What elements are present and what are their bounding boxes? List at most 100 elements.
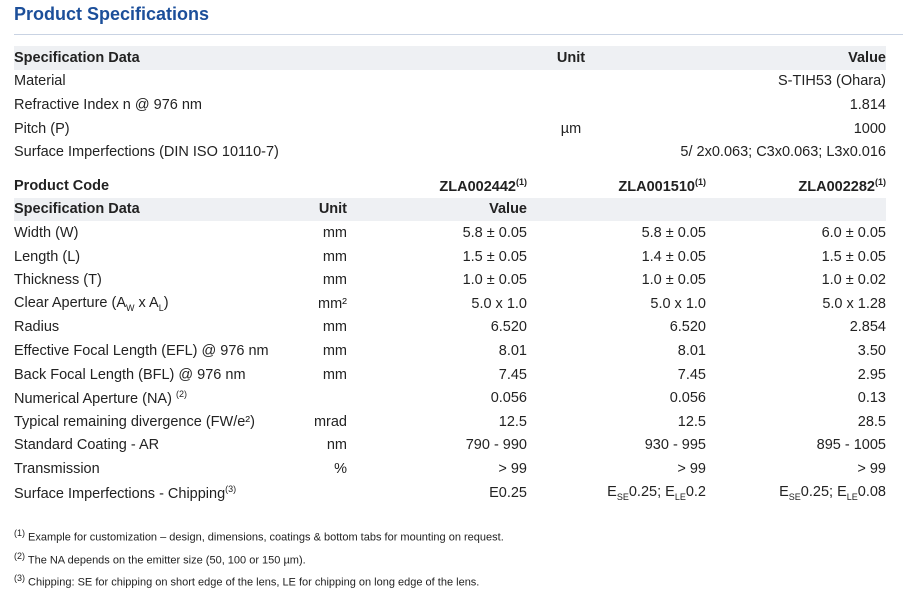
table-cell: Length (L): [14, 248, 81, 265]
table-row: Standard Coating - AR nm 790 - 990 930 - 99…: [14, 434, 886, 458]
table-cell: [706, 197, 886, 222]
table-row: Thickness (T) mm 1.0 ± 0.05 1.0 ± 0.05 1.0 ±…: [14, 268, 886, 292]
table-cell: Typical remaining divergence (FW/e²): [14, 413, 255, 430]
text-segment: Example for customization – design, dime…: [25, 531, 504, 544]
table-row: Radius mm 6.520 6.520 2.854: [14, 316, 886, 340]
superscript: (1): [875, 176, 886, 187]
table-cell: 1.814: [849, 96, 886, 113]
subscript: LE: [846, 491, 858, 502]
table-cell: Value: [347, 197, 527, 222]
table-cell: Width (W): [14, 224, 79, 241]
table-row: Refractive Index n @ 976 nm 1.814: [14, 93, 886, 117]
title-rule: [14, 34, 903, 35]
subscript: LE: [674, 491, 686, 502]
subscript: W: [126, 302, 135, 313]
spec-table: Specification Data Unit Value Material S-TIH…: [14, 46, 886, 164]
table-cell: 6.520: [490, 319, 527, 336]
text-segment: 0.25; E: [628, 483, 675, 500]
table-cell: mm: [322, 319, 347, 336]
text-segment: Surface Imperfections - Chipping: [14, 485, 226, 502]
table-row: Material S-TIH53 (Ohara): [14, 70, 886, 94]
table-row: Product Code ZLA002442(1) ZLA001510(1) ZLA0…: [14, 174, 886, 198]
table-cell: Pitch (P): [14, 120, 70, 137]
text-segment: Numerical Aperture (NA): [14, 391, 176, 408]
table-cell: ESE0.25; ELE0.08: [706, 481, 886, 505]
text-segment: ZLA002442: [439, 178, 516, 195]
table-cell: 1.0 ± 0.05: [641, 272, 706, 289]
text-segment: 0.25; E: [800, 483, 847, 500]
table-cell: mm: [322, 366, 347, 383]
table-cell: ESE0.25; ELE0.2: [527, 481, 706, 505]
table-cell: Unit: [484, 46, 658, 70]
table-cell: Clear Aperture (AW x AL): [14, 292, 294, 316]
table-cell: 2.95: [857, 366, 886, 383]
table-cell: 7.45: [677, 366, 706, 383]
table-row: Length (L) mm 1.5 ± 0.05 1.4 ± 0.05 1.5 ± 0.…: [14, 245, 886, 269]
table-cell: [484, 70, 658, 94]
footnotes: (1) Example for customization – design, …: [14, 524, 504, 592]
table-cell: 1.0 ± 0.02: [821, 272, 886, 289]
table-cell: Value: [658, 46, 886, 70]
text-segment: 0.08: [857, 483, 886, 500]
table-cell: > 99: [857, 460, 886, 477]
footnote: (2) The NA depends on the emitter size (…: [14, 547, 504, 570]
table-cell: Radius: [14, 319, 60, 336]
table-cell: 0.13: [857, 390, 886, 407]
table-cell: Product Code: [14, 177, 110, 194]
table-cell: ZLA002282(1): [706, 174, 886, 198]
table-cell: [484, 93, 658, 117]
table-cell: 3.50: [857, 342, 886, 359]
page-title: Product Specifications: [14, 4, 210, 24]
footnote: (3) Chipping: SE for chipping on short e…: [14, 569, 504, 592]
subscript: SE: [616, 491, 629, 502]
table-cell: 1000: [853, 120, 886, 137]
table-cell: 7.45: [498, 366, 527, 383]
table-cell: 5.8 ± 0.05: [462, 224, 527, 241]
superscript: (2): [14, 550, 25, 561]
table-cell: 1.4 ± 0.05: [641, 248, 706, 265]
table-cell: 0.056: [490, 390, 527, 407]
superscript: (1): [516, 176, 527, 187]
table-row: Specification Data Unit Value: [14, 197, 886, 222]
table-cell: [527, 197, 706, 222]
table-cell: mm: [322, 272, 347, 289]
superscript: (1): [695, 176, 706, 187]
text-segment: Chipping: SE for chipping on short edge …: [25, 576, 480, 589]
table-cell: Transmission: [14, 460, 100, 477]
superscript: (3): [225, 483, 237, 494]
table-cell: 5.0 x 1.0: [471, 295, 527, 312]
table-row: Surface Imperfections - Chipping(3) E 0.25…: [14, 481, 886, 505]
table-cell: ZLA001510(1): [527, 174, 706, 198]
table-cell: 0.056: [669, 390, 706, 407]
product-table: Product Code ZLA002442(1) ZLA001510(1) ZLA0…: [14, 174, 886, 504]
table-cell: 5.0 x 1.28: [822, 295, 886, 312]
table-cell: mm: [322, 342, 347, 359]
table-cell: > 99: [677, 460, 706, 477]
table-row: Width (W) mm 5.8 ± 0.05 5.8 ± 0.05 6.0 ± 0.0…: [14, 221, 886, 245]
superscript: (2): [175, 389, 187, 400]
table-cell: ZLA002442(1): [347, 174, 527, 198]
table-cell: 1.5 ± 0.05: [821, 248, 886, 265]
table-cell: mm²: [318, 295, 347, 312]
table-cell: [294, 174, 347, 198]
text-segment: E: [779, 483, 789, 500]
table-cell: mm: [322, 248, 347, 265]
table-cell: %: [334, 460, 347, 477]
table-cell: 5/ 2x0.063; C3x0.063; L3x0.016: [680, 144, 886, 161]
table-cell: Material: [14, 73, 66, 90]
table-cell: nm: [326, 437, 347, 454]
table-row: Typical remaining divergence (FW/e²) mrad…: [14, 410, 886, 434]
table-row: Clear Aperture (AW x AL) mm² 5.0 x 1.0 5.0 …: [14, 292, 886, 316]
footnote: (1) Example for customization – design, …: [14, 524, 504, 547]
table-cell: 12.5: [677, 413, 706, 430]
table-cell: Refractive Index n @ 976 nm: [14, 96, 203, 113]
table-cell: Thickness (T): [14, 272, 102, 289]
text-segment: x A: [134, 294, 159, 311]
table-cell: 2.854: [849, 319, 886, 336]
superscript: (1): [14, 528, 25, 538]
table-row: Transmission% > 99 > 99 > 99: [14, 457, 886, 481]
table-cell: [294, 386, 347, 410]
subscript: SE: [788, 491, 801, 502]
table-cell: Specification Data: [14, 46, 484, 70]
table-cell: 6.0 ± 0.05: [821, 224, 886, 241]
